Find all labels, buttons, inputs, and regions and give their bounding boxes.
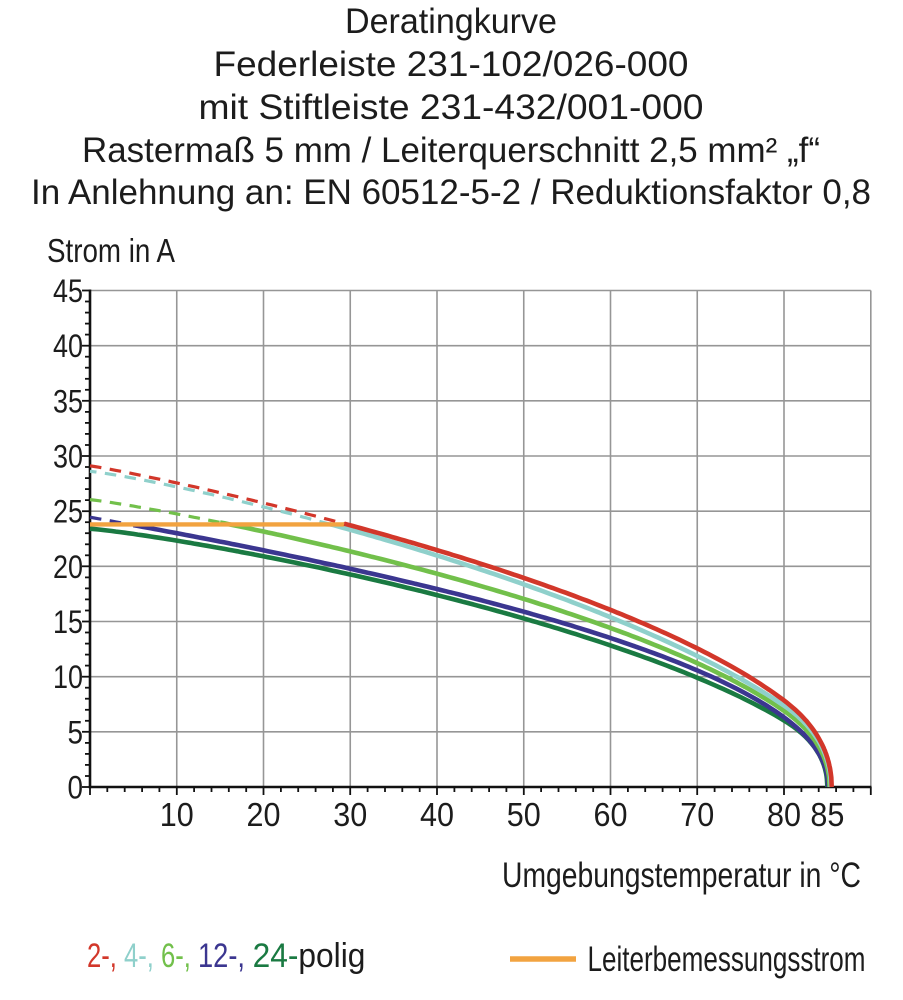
- svg-text:Federleiste 231-102/026-000: Federleiste 231-102/026-000: [214, 45, 689, 84]
- svg-text:Umgebungstemperatur in °C: Umgebungstemperatur in °C: [502, 856, 861, 895]
- svg-text:6-,: 6-,: [161, 937, 198, 975]
- svg-text:45: 45: [53, 273, 83, 309]
- svg-text:Strom in A: Strom in A: [47, 232, 175, 269]
- svg-text:50: 50: [507, 796, 541, 833]
- svg-text:40: 40: [420, 796, 454, 833]
- svg-text:10: 10: [53, 659, 83, 695]
- svg-text:Leiterbemessungsstrom: Leiterbemessungsstrom: [588, 940, 866, 979]
- svg-text:2-,: 2-,: [87, 937, 124, 975]
- svg-text:20: 20: [53, 549, 83, 585]
- svg-text:25: 25: [53, 494, 83, 530]
- svg-text:0: 0: [68, 770, 84, 806]
- svg-text:12-,: 12-,: [198, 937, 253, 975]
- svg-text:80: 80: [767, 796, 801, 833]
- svg-text:40: 40: [53, 328, 83, 364]
- svg-text:20: 20: [247, 796, 281, 833]
- svg-text:4-,: 4-,: [124, 937, 161, 975]
- svg-text:10: 10: [160, 796, 194, 833]
- svg-text:24-: 24-: [253, 937, 299, 975]
- svg-text:60: 60: [594, 796, 628, 833]
- svg-text:30: 30: [53, 439, 83, 475]
- svg-text:In Anlehnung an: EN 60512-5-2: In Anlehnung an: EN 60512-5-2 / Reduktio…: [31, 173, 871, 212]
- svg-text:85: 85: [810, 796, 844, 833]
- svg-text:15: 15: [53, 604, 83, 640]
- svg-text:35: 35: [53, 383, 83, 419]
- svg-text:mit Stiftleiste 231-432/001-00: mit Stiftleiste 231-432/001-000: [199, 88, 704, 127]
- svg-text:5: 5: [68, 714, 84, 750]
- svg-text:70: 70: [680, 796, 714, 833]
- svg-text:polig: polig: [298, 937, 365, 975]
- svg-text:Deratingkurve: Deratingkurve: [345, 2, 557, 41]
- svg-text:30: 30: [333, 796, 367, 833]
- svg-text:Rastermaß 5 mm / Leiterquersch: Rastermaß 5 mm / Leiterquerschnitt 2,5 m…: [82, 131, 820, 170]
